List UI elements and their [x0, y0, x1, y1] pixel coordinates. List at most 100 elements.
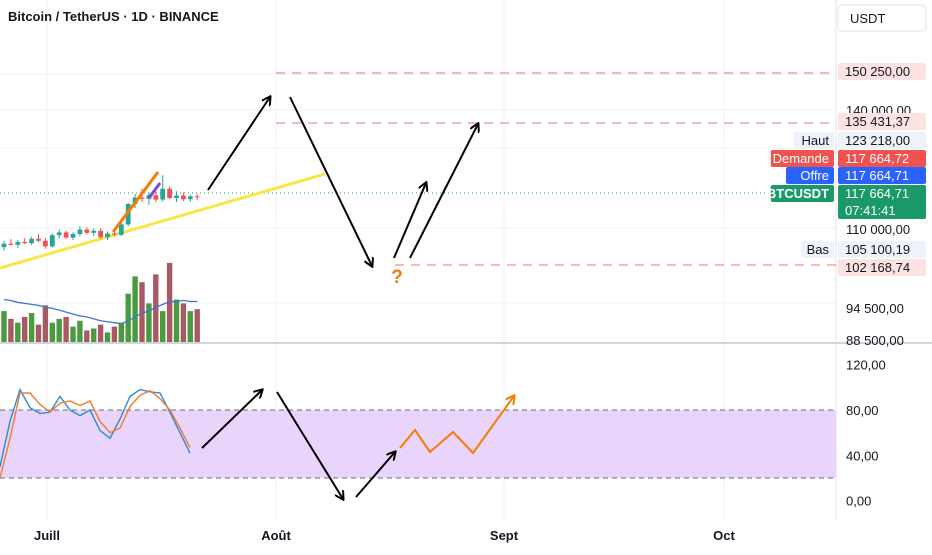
time-axis-label: Juill — [34, 528, 60, 543]
candle — [56, 229, 62, 239]
volume-bar — [194, 309, 200, 342]
price-label-value: 102 168,74 — [845, 260, 910, 275]
oscillator-tick-label: 120,00 — [846, 358, 886, 373]
osc-arrow-up-1 — [201, 390, 262, 449]
arrow-up-3 — [409, 124, 478, 259]
volume-bar — [153, 274, 159, 342]
candle — [8, 239, 14, 246]
candle — [91, 228, 97, 236]
volume-bar — [97, 324, 104, 342]
price-label-bid[interactable]: 117 664,71 Offre — [786, 167, 926, 184]
volume-bar — [56, 318, 62, 342]
price-tick-label: 94 500,00 — [846, 301, 904, 316]
stoch-band — [0, 410, 836, 478]
candle — [22, 238, 28, 245]
price-label-value: 117 664,71 — [845, 186, 909, 201]
time-axis-label: Oct — [713, 528, 735, 543]
volume-bar — [166, 262, 173, 342]
volume-layer — [1, 262, 200, 342]
target-levels[interactable] — [276, 72, 836, 266]
volume-bar — [84, 330, 90, 342]
question-mark: ? — [391, 267, 403, 288]
volume-bar — [42, 305, 49, 342]
candle — [36, 234, 41, 243]
candle — [98, 228, 103, 240]
candle — [194, 194, 200, 201]
volume-bar — [160, 311, 166, 342]
candle — [49, 233, 55, 248]
time-axis-label: Sept — [490, 528, 519, 543]
drawing-orange-segment[interactable] — [111, 171, 160, 233]
projection-arrows-oscillator[interactable] — [201, 390, 514, 499]
stoch-k-line — [0, 387, 191, 467]
countdown-label: 07:41:41 — [845, 203, 896, 218]
volume-bar — [173, 299, 180, 342]
volume-bar — [111, 326, 118, 342]
volume-bar — [28, 313, 35, 342]
volume-bar — [132, 276, 138, 342]
trendline-yellow[interactable] — [0, 172, 326, 270]
horizontal-grid — [0, 73, 836, 304]
price-tick-label: 88 500,00 — [846, 333, 904, 348]
candle — [160, 175, 166, 202]
price-label-low[interactable]: 105 100,19 Bas — [801, 241, 926, 258]
oscillator-tick-label: 80,00 — [846, 403, 879, 418]
volume-bar — [146, 303, 152, 342]
price-label-target-mid[interactable]: 135 431,37 — [838, 113, 926, 130]
osc-orange-zigzag — [399, 396, 514, 455]
price-label-value: 123 218,00 — [845, 133, 910, 148]
volume-bar — [35, 324, 42, 342]
arrow-down-1 — [289, 96, 372, 266]
volume-bar — [77, 320, 83, 342]
candle — [43, 237, 48, 249]
price-label-caption: BTCUSDT — [767, 186, 829, 201]
price-label-caption: Offre — [800, 168, 829, 183]
drawing-purple-segment[interactable] — [147, 182, 162, 199]
candle — [77, 226, 83, 237]
arrow-up-2 — [393, 183, 426, 259]
arrow-up-1 — [207, 97, 270, 191]
volume-ma-line — [3, 298, 198, 325]
volume-bar — [187, 311, 193, 342]
candle — [105, 231, 110, 240]
candle — [167, 186, 172, 200]
volume-bar — [49, 322, 55, 342]
candle — [15, 240, 21, 248]
candle — [29, 236, 34, 245]
price-label-high[interactable]: 123 218,00 Haut — [793, 132, 926, 149]
volume-bar — [91, 328, 97, 342]
osc-arrow-up-2 — [355, 452, 395, 498]
price-label-caption: Bas — [807, 242, 830, 257]
price-label-last[interactable]: 117 664,71 07:41:41 BTCUSDT — [767, 185, 926, 219]
price-label-ask[interactable]: 117 664,72 Demande — [770, 150, 926, 167]
time-axis-labels: Juill Août Sept Oct — [34, 528, 736, 543]
candle — [1, 240, 7, 251]
candle — [84, 227, 90, 235]
candle — [181, 192, 186, 202]
volume-bar — [8, 318, 14, 342]
volume-bar — [125, 293, 131, 342]
price-label-value: 150 250,00 — [845, 64, 910, 79]
volume-bar — [70, 326, 76, 342]
currency-button[interactable]: USDT — [837, 4, 927, 32]
volume-bar — [22, 316, 28, 342]
time-axis-label: Août — [261, 528, 291, 543]
price-label-value: 117 664,71 — [845, 168, 909, 183]
volume-bar — [1, 311, 7, 342]
oscillator-tick-label: 0,00 — [846, 494, 871, 509]
price-label-caption: Demande — [773, 151, 829, 166]
volume-bar — [139, 282, 145, 342]
candle — [187, 194, 193, 202]
price-label-caption: Haut — [802, 133, 830, 148]
price-label-support[interactable]: 102 168,74 — [838, 259, 926, 276]
volume-bar — [63, 316, 69, 342]
volume-bar — [118, 322, 124, 342]
candle — [118, 222, 124, 236]
projection-arrows-price[interactable] — [207, 96, 478, 266]
price-axis-labels[interactable]: 150 250,00 135 431,37 123 218,00 Haut 117 66… — [767, 63, 926, 276]
candle — [70, 232, 76, 240]
candle — [63, 230, 69, 240]
price-label-target-high[interactable]: 150 250,00 — [838, 63, 926, 80]
volume-bar — [180, 303, 187, 342]
